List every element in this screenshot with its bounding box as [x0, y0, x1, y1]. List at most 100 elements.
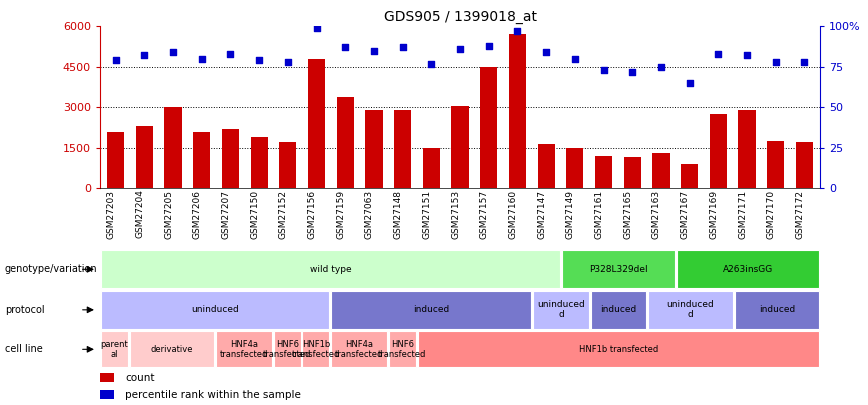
Bar: [107, 132, 124, 188]
Text: cell line: cell line: [5, 344, 43, 354]
Point: [108, 57, 122, 64]
Text: GSM27156: GSM27156: [307, 190, 317, 239]
Point: [367, 47, 381, 54]
Point: [339, 44, 352, 51]
Bar: [681, 164, 698, 188]
FancyBboxPatch shape: [101, 331, 128, 367]
Point: [654, 64, 667, 70]
Bar: [739, 110, 756, 188]
Text: GSM27204: GSM27204: [135, 190, 144, 239]
Point: [712, 51, 726, 57]
Text: A263insGG: A263insGG: [723, 265, 773, 274]
Point: [194, 55, 208, 62]
FancyBboxPatch shape: [734, 291, 819, 329]
Point: [424, 60, 438, 67]
FancyBboxPatch shape: [101, 291, 330, 329]
Text: induced: induced: [601, 305, 636, 314]
Text: GSM27170: GSM27170: [766, 190, 776, 239]
Text: uninduced
d: uninduced d: [537, 301, 585, 319]
Bar: [308, 59, 326, 188]
Bar: [222, 129, 239, 188]
Title: GDS905 / 1399018_at: GDS905 / 1399018_at: [384, 10, 536, 24]
Text: GSM27150: GSM27150: [250, 190, 260, 239]
FancyBboxPatch shape: [101, 250, 560, 288]
Text: GSM27159: GSM27159: [336, 190, 345, 239]
Point: [166, 49, 180, 55]
Text: GSM27152: GSM27152: [279, 190, 288, 239]
Point: [798, 59, 812, 65]
FancyBboxPatch shape: [273, 331, 300, 367]
Text: HNF6
transfected: HNF6 transfected: [378, 340, 426, 359]
Text: GSM27153: GSM27153: [451, 190, 460, 239]
Text: derivative: derivative: [151, 345, 193, 354]
Bar: [100, 390, 115, 399]
FancyBboxPatch shape: [302, 331, 330, 367]
FancyBboxPatch shape: [533, 291, 589, 329]
Text: protocol: protocol: [5, 305, 44, 315]
Text: GSM27063: GSM27063: [365, 190, 374, 239]
Point: [596, 67, 610, 73]
Text: HNF4a
transfected: HNF4a transfected: [220, 340, 268, 359]
Bar: [135, 126, 153, 188]
Point: [539, 49, 553, 55]
Text: induced: induced: [413, 305, 450, 314]
Bar: [394, 110, 411, 188]
Text: GSM27157: GSM27157: [480, 190, 489, 239]
Point: [137, 52, 151, 59]
Text: HNF1b
transfected: HNF1b transfected: [292, 340, 340, 359]
Bar: [595, 156, 612, 188]
Bar: [423, 148, 440, 188]
Text: uninduced
d: uninduced d: [667, 301, 714, 319]
Bar: [710, 114, 727, 188]
Point: [453, 46, 467, 52]
Point: [253, 57, 266, 64]
Text: HNF6
transfected: HNF6 transfected: [263, 340, 312, 359]
Point: [740, 52, 754, 59]
Text: GSM27148: GSM27148: [393, 190, 403, 239]
Bar: [796, 143, 813, 188]
FancyBboxPatch shape: [562, 250, 675, 288]
Bar: [164, 107, 181, 188]
Text: count: count: [125, 373, 155, 383]
FancyBboxPatch shape: [418, 331, 819, 367]
Bar: [193, 132, 210, 188]
Text: GSM27167: GSM27167: [681, 190, 690, 239]
Text: GSM27172: GSM27172: [795, 190, 805, 239]
Point: [769, 59, 783, 65]
FancyBboxPatch shape: [677, 250, 819, 288]
Text: GSM27206: GSM27206: [193, 190, 201, 239]
Bar: [767, 141, 785, 188]
Text: GSM27160: GSM27160: [509, 190, 517, 239]
Text: HNF1b transfected: HNF1b transfected: [579, 345, 658, 354]
Bar: [100, 373, 115, 382]
Text: GSM27171: GSM27171: [738, 190, 747, 239]
Point: [625, 68, 639, 75]
Text: GSM27151: GSM27151: [423, 190, 431, 239]
Text: parent
al: parent al: [101, 340, 128, 359]
Text: GSM27161: GSM27161: [595, 190, 603, 239]
Bar: [251, 137, 267, 188]
Point: [310, 25, 324, 31]
Point: [683, 80, 697, 86]
Text: GSM27203: GSM27203: [107, 190, 115, 239]
Text: GSM27163: GSM27163: [652, 190, 661, 239]
Text: GSM27147: GSM27147: [537, 190, 546, 239]
Text: GSM27207: GSM27207: [221, 190, 230, 239]
FancyBboxPatch shape: [648, 291, 733, 329]
Text: wild type: wild type: [310, 265, 352, 274]
FancyBboxPatch shape: [389, 331, 416, 367]
Point: [396, 44, 410, 51]
Text: GSM27149: GSM27149: [566, 190, 575, 239]
Text: uninduced: uninduced: [191, 305, 239, 314]
Bar: [566, 148, 583, 188]
Bar: [337, 96, 354, 188]
Bar: [623, 157, 641, 188]
Text: GSM27205: GSM27205: [164, 190, 173, 239]
FancyBboxPatch shape: [216, 331, 272, 367]
Text: percentile rank within the sample: percentile rank within the sample: [125, 390, 301, 400]
Point: [510, 28, 524, 34]
Bar: [480, 67, 497, 188]
Point: [281, 59, 295, 65]
Text: P328L329del: P328L329del: [589, 265, 648, 274]
Point: [568, 55, 582, 62]
